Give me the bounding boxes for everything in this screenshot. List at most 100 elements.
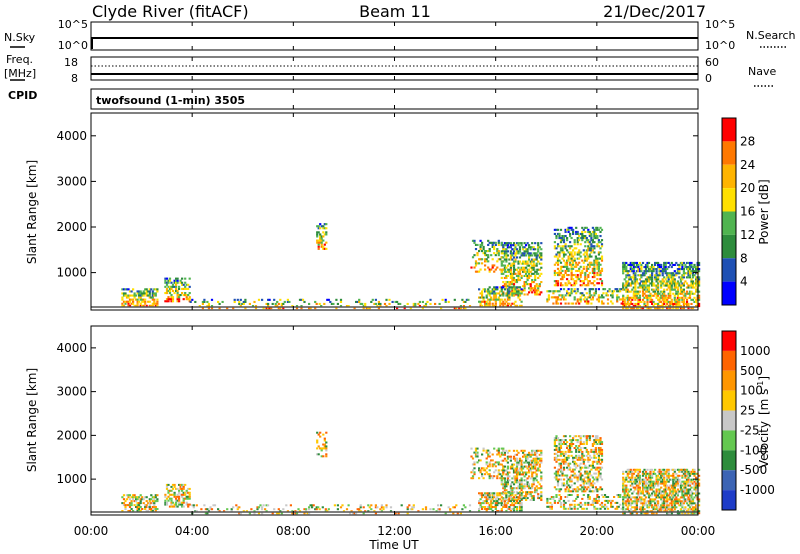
scatter-cell	[562, 255, 566, 258]
scatter-cell	[681, 268, 684, 271]
scatter-cell	[165, 497, 169, 500]
scatter-cell	[596, 435, 599, 438]
scatter-cell	[500, 256, 503, 259]
scatter-cell	[587, 494, 590, 496]
scatter-cell	[511, 489, 514, 492]
scatter-cell	[558, 245, 561, 248]
date-title: 21/Dec/2017	[603, 2, 706, 21]
scatter-cell	[497, 473, 500, 476]
scatter-cell	[320, 235, 323, 238]
scatter-cell	[690, 504, 693, 507]
scatter-cell	[537, 493, 540, 496]
scatter-cell	[309, 504, 312, 507]
scatter-cell	[663, 468, 666, 471]
scatter-cell	[682, 482, 685, 485]
scatter-cell	[575, 497, 578, 500]
scatter-cell	[597, 296, 600, 299]
scatter-cell	[184, 281, 187, 284]
colorbar-tick-label: 1000	[740, 344, 771, 358]
scatter-cell	[496, 252, 499, 255]
scatter-cell	[634, 482, 637, 485]
colorbar-swatch	[722, 118, 736, 142]
scatter-cell	[523, 475, 526, 478]
scatter-cell	[319, 435, 322, 438]
scatter-cell	[596, 490, 599, 493]
scatter-cell	[537, 497, 540, 500]
scatter-cell	[494, 500, 497, 503]
scatter-cell	[136, 304, 139, 307]
scatter-cell	[634, 476, 637, 479]
scatter-cell	[622, 484, 625, 487]
scatter-cell	[652, 482, 655, 485]
scatter-cell	[487, 508, 490, 510]
scatter-cell	[641, 307, 645, 310]
scatter-cell	[594, 292, 597, 295]
scatter-cell	[187, 503, 190, 506]
scatter-cell	[181, 277, 184, 280]
scatter-cell	[690, 490, 693, 493]
scatter-cell	[532, 479, 535, 482]
scatter-cell	[494, 504, 497, 507]
scatter-cell	[698, 290, 701, 293]
scatter-cell	[638, 486, 641, 489]
scatter-cell	[611, 499, 614, 502]
scatter-cell	[675, 284, 678, 287]
scatter-cell	[688, 263, 692, 266]
scatter-cell	[133, 294, 136, 297]
scatter-cell	[514, 279, 517, 282]
nsearch-tick-bottom: 10^0	[705, 39, 735, 52]
scatter-cell	[672, 494, 675, 497]
scatter-cell	[168, 292, 172, 295]
scatter-cell	[559, 271, 563, 274]
scatter-cell	[132, 510, 135, 512]
nsearch-tick-top: 10^5	[705, 18, 735, 31]
scatter-cell	[367, 307, 370, 310]
scatter-cell	[599, 488, 602, 491]
scatter-cell	[564, 284, 567, 287]
scatter-cell	[481, 243, 484, 246]
scatter-cell	[559, 284, 563, 287]
scatter-cell	[622, 500, 625, 503]
scatter-cell	[582, 447, 585, 449]
scatter-cell	[555, 439, 558, 442]
scatter-cell	[556, 482, 560, 485]
scatter-cell	[435, 510, 438, 513]
scatter-cell	[173, 281, 176, 284]
scatter-cell	[569, 468, 572, 471]
scatter-cell	[377, 307, 380, 310]
scatter-cell	[261, 512, 264, 515]
scatter-cell	[553, 228, 556, 231]
scatter-cell	[529, 493, 532, 496]
scatter-cell	[641, 498, 645, 501]
scatter-cell	[575, 302, 578, 305]
scatter-cell	[150, 498, 153, 501]
scatter-cell	[678, 270, 681, 273]
scatter-cell	[626, 498, 629, 501]
scatter-cell	[532, 289, 535, 292]
scatter-cell	[562, 462, 566, 465]
colorbar-swatch	[722, 430, 736, 451]
scatter-cell	[532, 266, 535, 269]
scatter-cell	[490, 296, 493, 299]
scatter-cell	[666, 307, 669, 310]
scatter-cell	[698, 305, 701, 308]
scatter-cell	[308, 508, 311, 511]
scatter-cell	[663, 470, 666, 473]
scatter-cell	[678, 272, 681, 275]
scatter-cell	[322, 433, 325, 436]
scatter-cell	[669, 263, 672, 266]
scatter-cell	[503, 504, 506, 507]
scatter-cell	[421, 307, 424, 310]
colorbar-swatch	[722, 370, 736, 391]
scatter-cell	[676, 498, 679, 501]
scatter-cell	[626, 500, 629, 503]
scatter-cell	[597, 448, 600, 451]
scatter-cell	[676, 263, 679, 266]
scatter-cell	[523, 289, 526, 292]
scatter-cell	[676, 298, 679, 301]
scatter-cell	[660, 506, 663, 509]
scatter-cell	[587, 501, 590, 504]
scatter-cell	[493, 248, 496, 251]
scatter-cell	[687, 286, 690, 289]
scatter-cell	[666, 298, 669, 301]
